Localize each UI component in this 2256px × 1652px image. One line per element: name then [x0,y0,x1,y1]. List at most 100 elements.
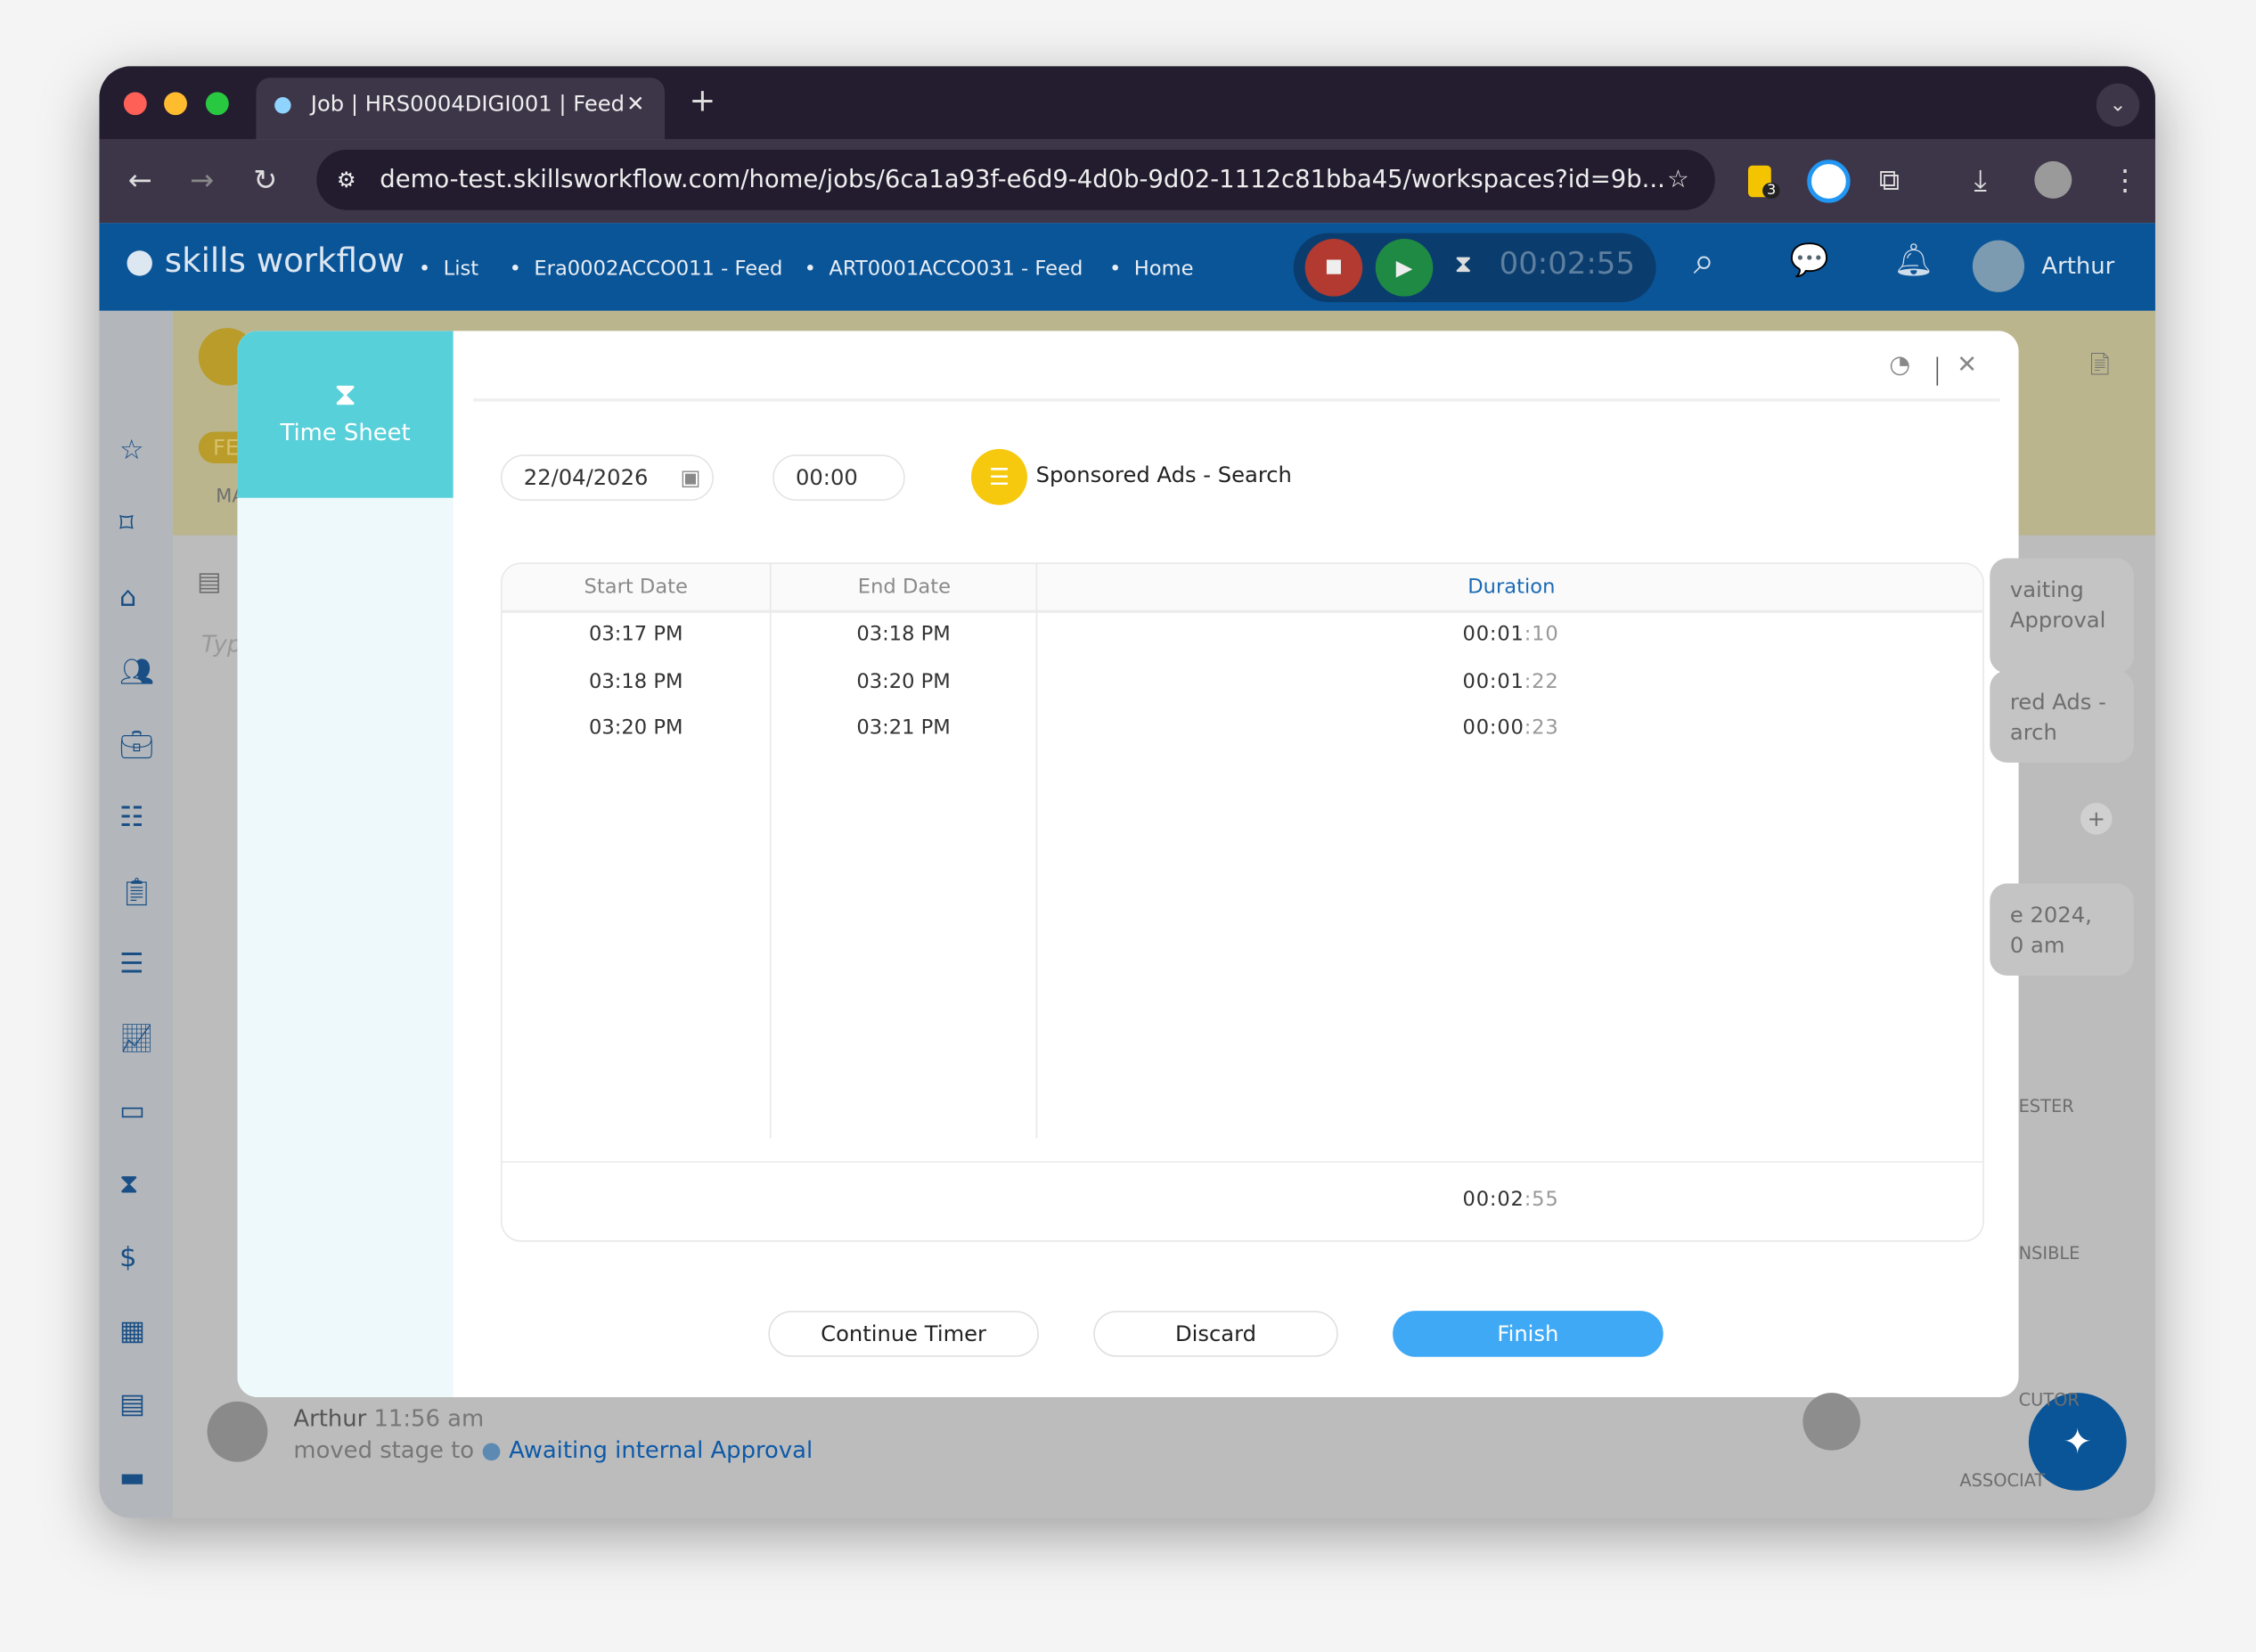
close-tab-icon[interactable]: ✕ [626,90,645,117]
end-cell: 03:21 PM [856,716,951,740]
reports-icon[interactable]: 📈︎ [119,1023,154,1055]
close-icon[interactable]: ✕ [1957,351,1978,380]
people-icon[interactable]: 👥︎ [119,656,154,688]
calendar-icon[interactable]: ▣ [680,464,701,491]
date-value: 22/04/2026 [523,464,649,491]
password-manager-icon[interactable] [1807,159,1851,203]
url-text: demo-test.skillsworkflow.com/home/jobs/6… [380,165,1665,194]
finish-button[interactable]: Finish [1393,1311,1663,1357]
task-list-icon: ☰ [970,448,1027,505]
profile-avatar[interactable] [2034,160,2072,199]
activity-time: 11:56 am [373,1404,485,1432]
menu-icon[interactable]: ⋮ [2110,162,2140,198]
browser-toolbar: ← → ↻ ⚙ demo-test.skillsworkflow.com/hom… [99,139,2155,224]
document-icon[interactable]: ▤ [119,1388,146,1420]
fragment-text: red Ads - [2009,689,2106,716]
fragment-text: vaiting [2009,577,2084,603]
breadcrumb-label: ART0001ACCO031 - Feed [829,258,1083,281]
hourglass-icon: ⧗ [334,377,357,413]
requester-label: ESTER [2018,1096,2074,1117]
hourglass-icon[interactable]: ⧗ [119,1168,139,1200]
stop-timer-button[interactable]: ■ [1304,239,1363,297]
back-icon[interactable]: ← [127,162,152,198]
ai-assistant-button[interactable]: ✦ [2028,1393,2127,1491]
briefcase-icon[interactable]: 💼︎ [119,729,154,762]
invoice-icon[interactable]: $ [119,1241,137,1274]
duration-cell: 00:01:22 [1036,669,1983,693]
breadcrumb-label: List [443,258,479,281]
discard-button[interactable]: Discard [1093,1311,1338,1357]
end-cell: 03:20 PM [856,669,951,693]
breadcrumb-art[interactable]: • ART0001ACCO031 - Feed [804,258,1083,281]
app-header: ● skills workflow • List • Era0002ACCO01… [99,223,2155,311]
logo[interactable]: ● skills workflow [125,243,405,281]
notifications-bell-icon[interactable]: 🔔︎ [1893,242,1934,280]
extension-badge: 3 [1762,183,1781,199]
site-settings-icon[interactable]: ⚙ [336,167,356,193]
maximize-window-button[interactable] [205,92,229,116]
chat-icon[interactable]: 💬 [1789,242,1830,280]
column-header-end: End Date [769,564,1038,613]
timesheet-table: Start Date End Date Duration 03:17 PM 03… [500,562,1984,1242]
activity-stage-link[interactable]: Awaiting internal Approval [509,1435,813,1464]
play-timer-button[interactable]: ▶ [1375,239,1434,297]
tab-list-icon[interactable]: ⌄ [2096,83,2140,127]
duration-hm: 00:00 [1462,716,1524,740]
pdf-icon[interactable]: 📄︎ [2086,351,2114,378]
breadcrumb-home[interactable]: • Home [1109,258,1194,281]
comment-input[interactable]: Typ [201,630,242,658]
new-tab-icon[interactable]: + [689,83,716,120]
executor-avatar [1802,1393,1860,1451]
timesheet-tab[interactable]: ⧗ Time Sheet [237,331,454,498]
duration-cell: 00:01:10 [1036,623,1983,647]
duration-hm: 00:01 [1462,623,1524,647]
task-name: Sponsored Ads - Search [1035,462,1292,488]
column-header-start: Start Date [502,564,770,613]
timer-value: 00:02:55 [1499,246,1635,281]
activity-user[interactable]: Arthur [293,1404,367,1432]
activity-action: moved stage to [293,1435,475,1464]
bookmark-star-icon[interactable]: ☆ [1667,165,1689,194]
card-icon[interactable]: ▭ [119,1094,146,1127]
chart-icon[interactable]: ◔ [1889,351,1911,380]
bookmark-icon[interactable]: ⌑ [119,508,134,540]
user-avatar[interactable] [1972,240,2025,292]
footer-divider [502,1161,1983,1163]
favorites-icon[interactable]: ☆ [119,434,144,467]
date-input[interactable]: 22/04/2026 ▣ [500,454,714,501]
browser-tab[interactable]: ● Job | HRS0004DIGI001 | Feed ✕ [256,78,666,140]
breadcrumb-label: Era0002ACCO011 - Feed [534,258,783,281]
search-icon[interactable]: ⌕ [1693,240,1715,284]
extensions-puzzle-icon[interactable]: ⧉ [1878,162,1900,198]
sidebar: ☆ ⌑ ⌂ 👥︎ 💼︎ ☷ 📋︎ ☰ 📈︎ ▭ ⧗ $ ▦ ▤ ▬ [99,310,173,1518]
close-window-button[interactable] [123,92,147,116]
add-icon[interactable]: + [2080,803,2113,835]
associates-label: ASSOCIAT [1959,1470,2046,1491]
checklist-icon[interactable]: ☰ [119,948,144,980]
team-icon[interactable]: ☷ [119,801,144,833]
breadcrumb-era[interactable]: • Era0002ACCO011 - Feed [509,258,783,281]
reload-icon[interactable]: ↻ [253,162,278,198]
address-bar[interactable]: ⚙ demo-test.skillsworkflow.com/home/jobs… [316,149,1715,210]
home-icon[interactable]: ⌂ [119,581,137,613]
executor-label: CUTOR [2018,1389,2080,1411]
bulb-icon: ● [273,90,292,117]
duration-seconds: :22 [1524,669,1559,693]
calculator-icon[interactable]: ▦ [119,1314,146,1347]
breadcrumb-list[interactable]: • List [418,258,479,281]
breadcrumb-label: Home [1133,258,1194,281]
download-icon[interactable]: ⤓ [1974,162,1987,198]
continue-timer-button[interactable]: Continue Timer [768,1311,1039,1357]
minimize-window-button[interactable] [164,92,187,116]
time-input[interactable]: 00:00 [772,454,905,501]
divider [1936,356,1939,386]
logo-bulb-icon: ● [125,242,154,281]
id-card-icon[interactable]: ▬ [119,1461,146,1494]
column-header-duration[interactable]: Duration [1035,564,1983,613]
duration-cell: 00:00:23 [1036,716,1983,740]
start-cell: 03:18 PM [588,669,683,693]
clipboard-icon[interactable]: 📋︎ [119,876,154,908]
forward-icon[interactable]: → [190,162,215,198]
timer-widget: ■ ▶ ⧗ 00:02:55 [1293,233,1656,303]
user-name[interactable]: Arthur [2041,251,2115,280]
